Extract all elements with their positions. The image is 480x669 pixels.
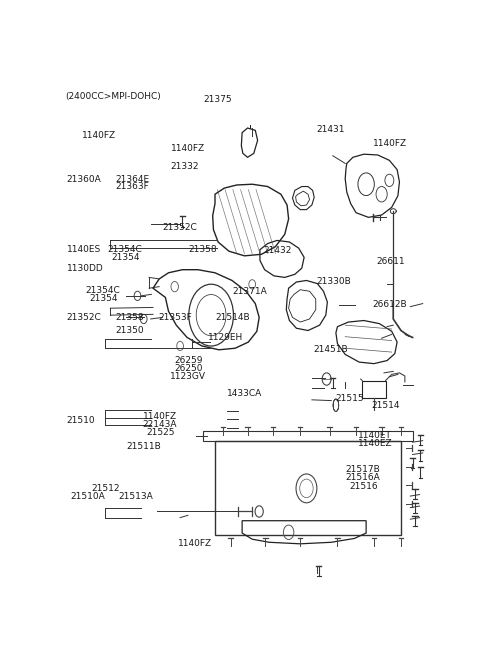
Text: (2400CC>MPI-DOHC): (2400CC>MPI-DOHC) xyxy=(66,92,161,100)
Text: 1140ET: 1140ET xyxy=(358,432,392,440)
Bar xyxy=(215,441,401,535)
Text: 21353F: 21353F xyxy=(158,312,192,322)
Text: 1140FZ: 1140FZ xyxy=(83,131,117,140)
Text: 26611: 26611 xyxy=(376,257,405,266)
Text: 21371A: 21371A xyxy=(232,287,266,296)
Text: 22143A: 22143A xyxy=(143,420,177,429)
Text: 21513A: 21513A xyxy=(119,492,154,501)
Text: 21354: 21354 xyxy=(111,253,140,262)
Text: 21358: 21358 xyxy=(188,245,217,254)
Text: 21510A: 21510A xyxy=(71,492,105,501)
Text: 1140FZ: 1140FZ xyxy=(372,138,407,148)
Text: 1130DD: 1130DD xyxy=(67,264,104,274)
Text: 21364E: 21364E xyxy=(115,175,149,184)
Text: 21451B: 21451B xyxy=(313,345,348,354)
Text: 1123GV: 1123GV xyxy=(170,373,206,381)
Text: 21354C: 21354C xyxy=(108,245,143,254)
Text: 26250: 26250 xyxy=(175,364,203,373)
Text: 21352C: 21352C xyxy=(67,312,101,322)
Text: 21512: 21512 xyxy=(92,484,120,493)
Text: 21363F: 21363F xyxy=(115,182,149,191)
Text: 21354C: 21354C xyxy=(85,286,120,295)
Text: 21516A: 21516A xyxy=(346,474,381,482)
Text: 21360A: 21360A xyxy=(67,175,101,184)
Text: 21350: 21350 xyxy=(115,326,144,335)
Text: 21514: 21514 xyxy=(372,401,400,410)
Text: 21431: 21431 xyxy=(316,124,345,134)
Text: 1140ES: 1140ES xyxy=(67,245,102,254)
Text: 21510: 21510 xyxy=(67,415,96,425)
Text: 1140FZ: 1140FZ xyxy=(171,144,205,153)
Text: 1433CA: 1433CA xyxy=(227,389,262,398)
Text: 26259: 26259 xyxy=(175,356,203,365)
Text: 21352C: 21352C xyxy=(162,223,197,232)
Text: 1140EZ: 1140EZ xyxy=(358,440,392,448)
Text: 1140FZ: 1140FZ xyxy=(143,411,177,421)
Text: 21354: 21354 xyxy=(89,294,118,303)
Text: 21332: 21332 xyxy=(171,163,199,171)
Text: 21525: 21525 xyxy=(146,428,175,437)
Text: 21511B: 21511B xyxy=(126,442,161,450)
Text: 21330B: 21330B xyxy=(317,277,351,286)
Text: 21517B: 21517B xyxy=(346,465,381,474)
Text: 1129EH: 1129EH xyxy=(208,333,243,343)
Text: 1140FZ: 1140FZ xyxy=(178,539,213,549)
Text: 26612B: 26612B xyxy=(372,300,407,309)
Bar xyxy=(204,431,413,441)
Text: 21432: 21432 xyxy=(264,246,292,255)
Text: 21514B: 21514B xyxy=(216,312,250,322)
Text: 21515: 21515 xyxy=(335,394,364,403)
Text: 21358: 21358 xyxy=(115,312,144,322)
Text: 21375: 21375 xyxy=(203,95,232,104)
Text: 21516: 21516 xyxy=(349,482,378,490)
